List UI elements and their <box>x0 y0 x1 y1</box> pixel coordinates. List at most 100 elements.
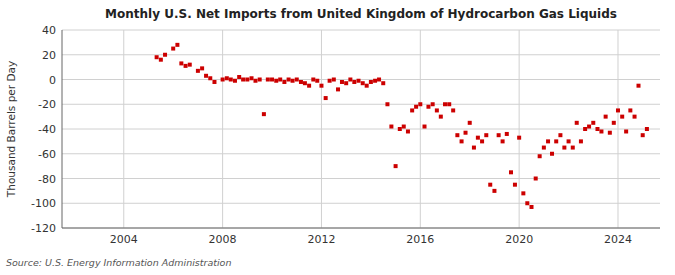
point <box>410 108 414 112</box>
x-tick-label: 2008 <box>209 233 237 246</box>
point <box>513 183 517 187</box>
x-axis-line <box>62 228 660 229</box>
point <box>365 84 369 88</box>
point <box>645 127 649 131</box>
y-tick-label: 0 <box>49 74 56 87</box>
point <box>554 139 558 143</box>
point <box>340 80 344 84</box>
point <box>443 102 447 106</box>
point <box>357 79 361 83</box>
point <box>196 69 200 73</box>
title: Monthly U.S. Net Imports from United Kin… <box>105 7 617 21</box>
point <box>389 125 393 129</box>
y-grid-line <box>62 79 660 80</box>
point <box>274 79 278 83</box>
point <box>175 43 179 47</box>
point <box>464 131 468 135</box>
point <box>171 47 175 51</box>
point <box>369 80 373 84</box>
point <box>406 129 410 133</box>
point <box>460 139 464 143</box>
point <box>303 81 307 85</box>
point <box>291 79 295 83</box>
y-tick-label: -60 <box>38 148 56 161</box>
source: Source: U.S. Energy Information Administ… <box>6 257 231 268</box>
y-axis-line <box>62 30 63 228</box>
point <box>258 78 262 82</box>
point <box>398 127 402 131</box>
point <box>270 78 274 82</box>
point <box>418 102 422 106</box>
point <box>538 154 542 158</box>
point <box>402 125 406 129</box>
y-tick-label: 20 <box>42 49 56 62</box>
y-tick-label: -120 <box>31 222 56 235</box>
point <box>501 139 505 143</box>
point <box>587 125 591 129</box>
point <box>620 115 624 119</box>
point <box>295 78 299 82</box>
grid <box>62 30 660 228</box>
y-tick-label: -40 <box>38 123 56 136</box>
point <box>307 84 311 88</box>
y-grid-line <box>62 30 660 31</box>
point <box>221 78 225 82</box>
point <box>241 78 245 82</box>
point <box>237 75 241 79</box>
point <box>616 108 620 112</box>
point <box>229 78 233 82</box>
y-tick-label: -80 <box>38 173 56 186</box>
x-tick-label: 2020 <box>505 233 533 246</box>
point <box>472 146 476 150</box>
point <box>468 121 472 125</box>
y-axis-label: Thousand Barrels per Day <box>5 61 17 198</box>
point <box>352 80 356 84</box>
point <box>179 61 183 65</box>
point <box>455 133 459 137</box>
point <box>583 127 587 131</box>
point <box>595 127 599 131</box>
point <box>200 66 204 70</box>
point <box>431 102 435 106</box>
point <box>633 115 637 119</box>
y-grid-line <box>62 129 660 130</box>
point <box>184 64 188 68</box>
point <box>558 133 562 137</box>
point <box>287 78 291 82</box>
point <box>509 170 513 174</box>
point <box>599 129 603 133</box>
point <box>476 136 480 140</box>
point <box>484 133 488 137</box>
points <box>155 43 649 209</box>
point <box>262 112 266 116</box>
point <box>637 84 641 88</box>
point <box>299 80 303 84</box>
point <box>188 63 192 67</box>
point <box>423 125 427 129</box>
point <box>266 78 270 82</box>
point <box>225 76 229 80</box>
point <box>530 205 534 209</box>
point <box>377 78 381 82</box>
point <box>373 79 377 83</box>
x-tick-label: 2024 <box>604 233 632 246</box>
point <box>550 152 554 156</box>
point <box>517 136 521 140</box>
point <box>159 58 163 62</box>
point <box>163 53 167 57</box>
point <box>253 79 257 83</box>
point <box>612 121 616 125</box>
y-tick-label: -20 <box>38 98 56 111</box>
y-grid-line <box>62 178 660 179</box>
x-tick-label: 2012 <box>307 233 335 246</box>
y-grid-line <box>62 203 660 204</box>
y-grid-line <box>62 228 660 229</box>
point <box>575 121 579 125</box>
point <box>604 115 608 119</box>
point <box>319 84 323 88</box>
point <box>361 81 365 85</box>
point <box>525 201 529 205</box>
point <box>311 78 315 82</box>
point <box>250 76 254 80</box>
point <box>497 133 501 137</box>
